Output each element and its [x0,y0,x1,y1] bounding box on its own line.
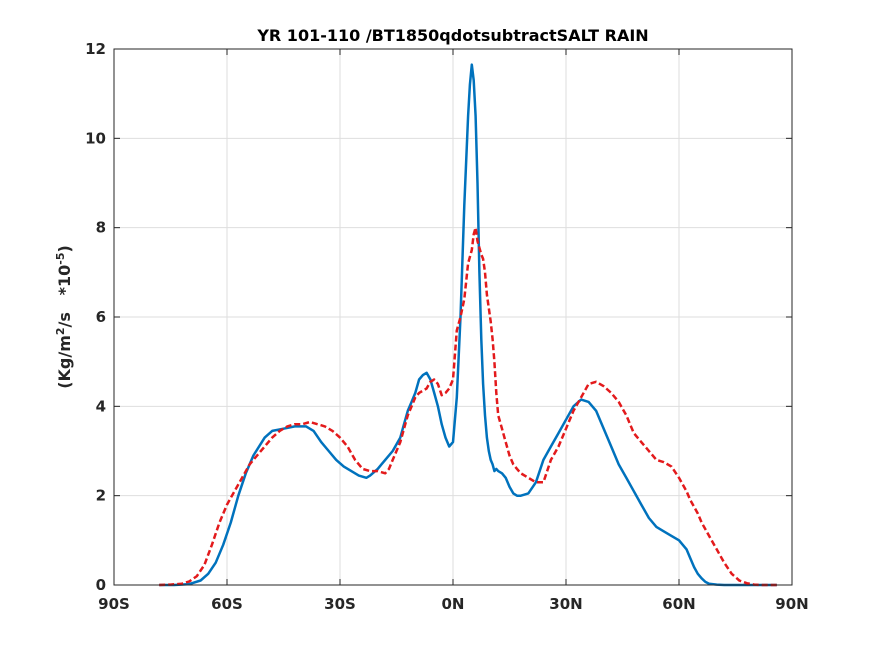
y-axis-label-sup1: 2 [54,327,67,335]
tick-marks [113,48,793,586]
x-tick-label: 90S [98,595,130,613]
y-tick-label: 0 [96,576,106,594]
y-tick-label: 2 [96,487,106,505]
y-tick-label: 10 [85,129,106,147]
x-tick-label: 30N [549,595,582,613]
y-tick-label: 6 [96,308,106,326]
x-tick-labels: 90S 60S 30S 0N 30N 60N 90N [98,595,809,613]
y-axis-label-mid: /s *10 [55,265,74,328]
y-tick-label: 4 [96,397,106,415]
series-group [159,63,777,587]
x-tick-label: 30S [324,595,356,613]
y-tick-label: 8 [96,219,106,237]
y-axis-label: (Kg/m2/s *10-5) [54,245,75,389]
x-tick-label: 0N [442,595,465,613]
y-axis-label-sup2: -5 [54,253,67,265]
y-axis-label-prefix: (Kg/m [55,335,74,389]
y-tick-labels: 0 2 4 6 8 10 12 [85,40,106,594]
x-tick-label: 60N [662,595,695,613]
y-tick-label: 12 [85,40,106,58]
x-tick-label: 90N [775,595,808,613]
x-tick-label: 60S [211,595,243,613]
chart-title: YR 101-110 /BT1850qdotsubtractSALT RAIN [256,26,648,45]
series-line-1 [159,63,777,587]
y-axis-label-suffix: ) [55,245,74,252]
